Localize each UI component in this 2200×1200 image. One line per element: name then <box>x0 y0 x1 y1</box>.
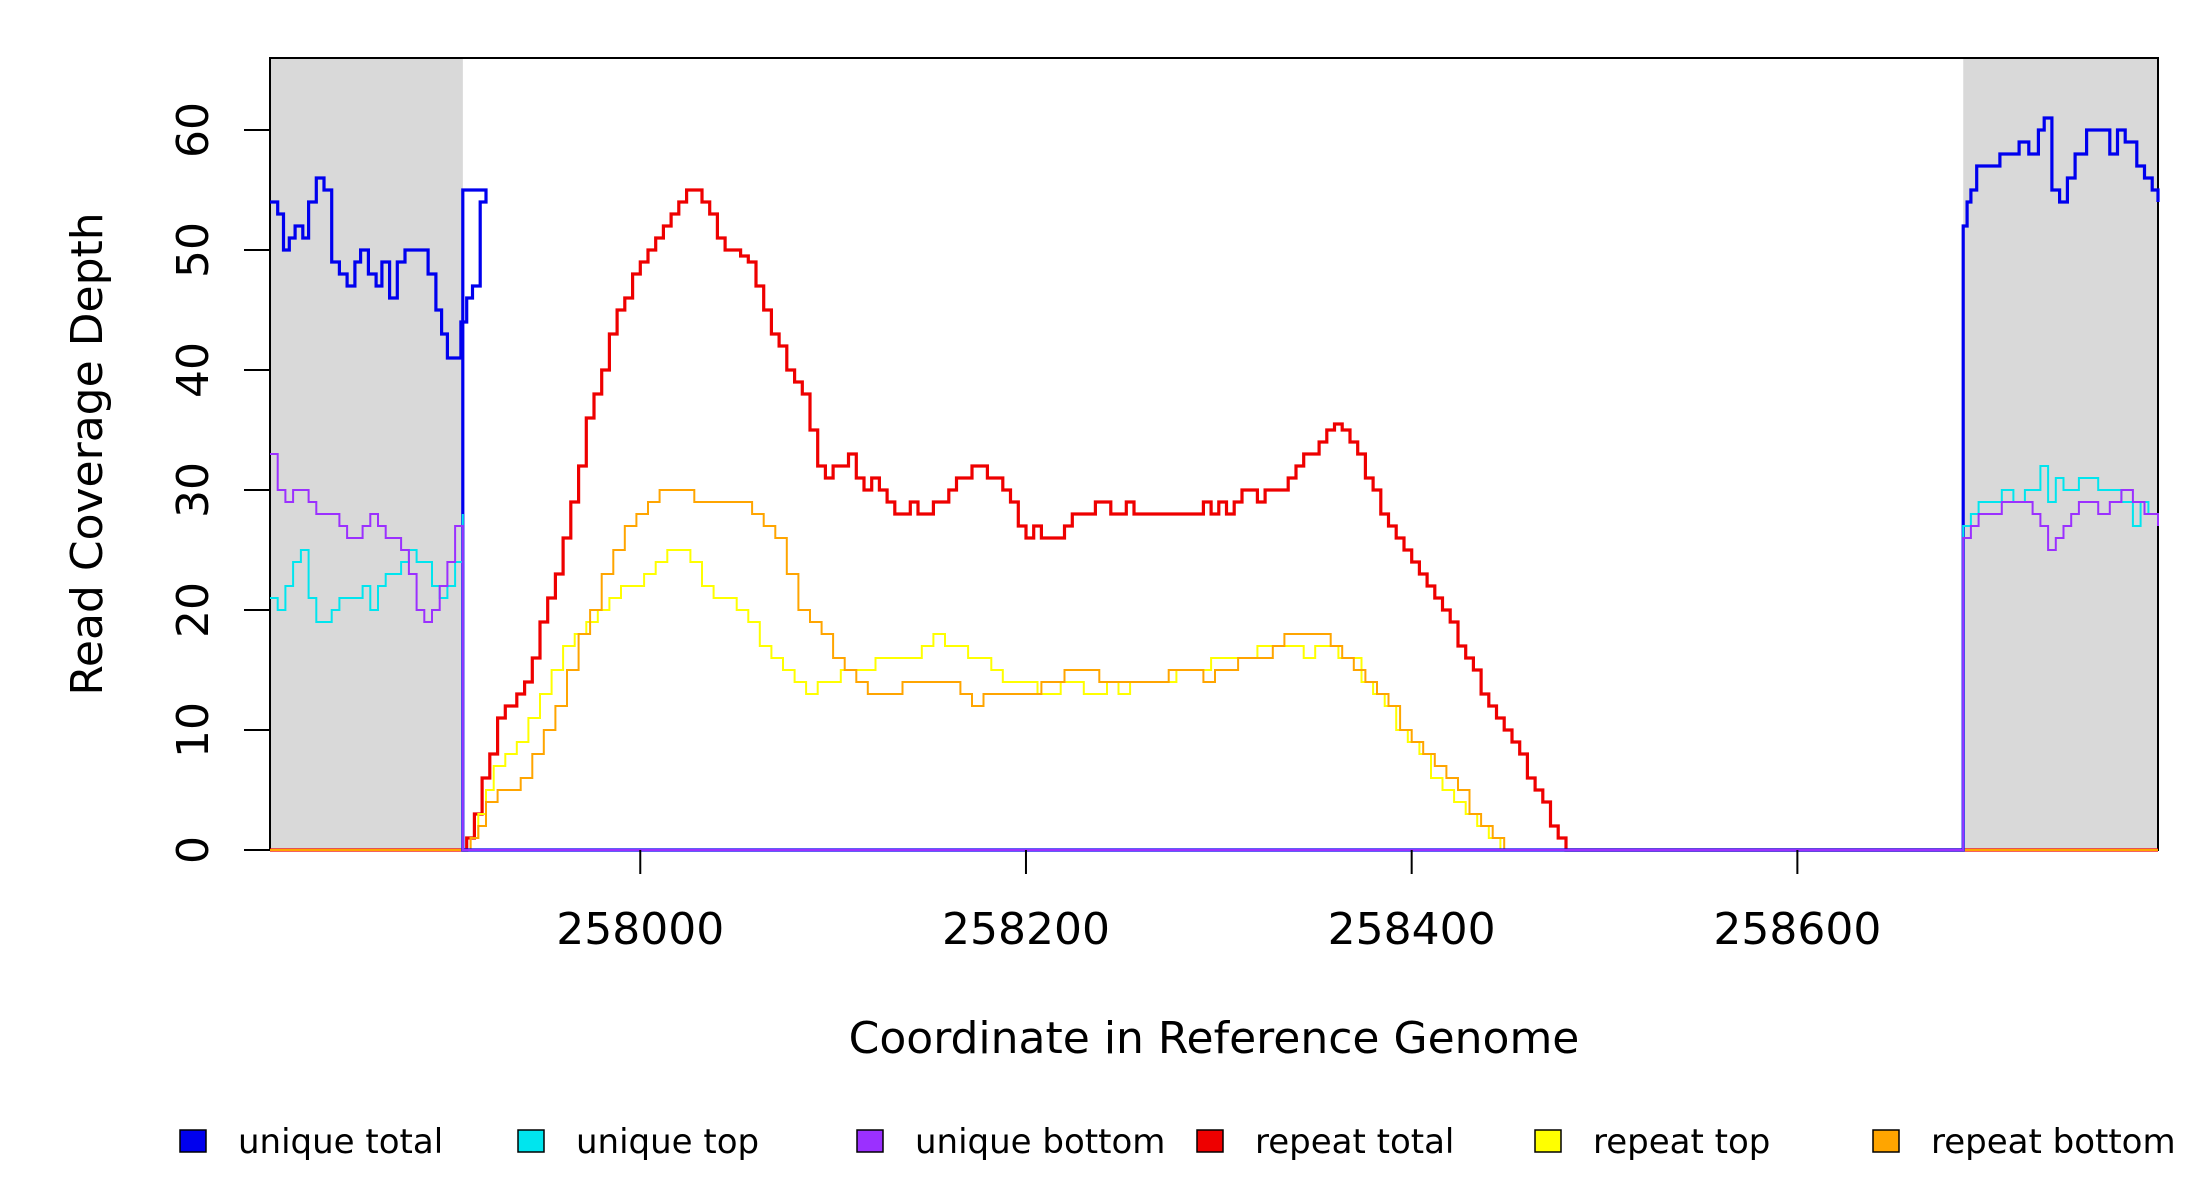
series-unique-top <box>270 465 2159 851</box>
series-repeat-total <box>270 188 2158 852</box>
shaded-region-2 <box>1963 58 2158 850</box>
legend-unique-bottom-label: unique bottom <box>915 1122 1165 1162</box>
y-tick-label-10: 10 <box>168 702 219 758</box>
x-tick-label-258400: 258400 <box>1328 904 1496 955</box>
x-axis: 258000 258200 258400 258600 <box>556 850 1881 955</box>
legend-repeat-top-swatch <box>1534 1129 1562 1153</box>
y-tick-label-20: 20 <box>168 582 219 638</box>
y-axis: 0 10 20 30 40 50 60 <box>168 102 270 864</box>
legend-unique-top-swatch <box>517 1129 545 1153</box>
y-tick-label-0: 0 <box>168 836 219 864</box>
series-repeat-bottom <box>270 489 2158 851</box>
series-unique-total <box>270 116 2160 852</box>
legend: unique total unique top unique bottom repea… <box>179 1122 2176 1162</box>
legend-repeat-bottom-label: repeat bottom <box>1931 1122 2176 1162</box>
x-axis-title: Coordinate in Reference Genome <box>849 1013 1580 1064</box>
y-tick-label-60: 60 <box>168 102 219 158</box>
x-tick-label-258200: 258200 <box>942 904 1110 955</box>
y-tick-label-40: 40 <box>168 342 219 398</box>
legend-repeat-total-swatch <box>1196 1129 1224 1153</box>
y-tick-label-50: 50 <box>168 222 219 278</box>
series-layer <box>270 116 2160 852</box>
legend-repeat-bottom-swatch <box>1872 1129 1900 1153</box>
y-axis-title: Read Coverage Depth <box>62 212 113 695</box>
series-unique-bottom <box>270 453 2159 851</box>
series-repeat-top <box>270 549 2158 851</box>
legend-repeat-top-label: repeat top <box>1593 1122 1770 1162</box>
plot-frame <box>269 57 2159 851</box>
shaded-regions <box>270 58 2158 850</box>
legend-unique-total-swatch <box>179 1129 207 1153</box>
x-tick-label-258600: 258600 <box>1713 904 1881 955</box>
legend-unique-total-label: unique total <box>238 1122 443 1162</box>
shaded-region-1 <box>270 58 463 850</box>
x-tick-label-258000: 258000 <box>556 904 724 955</box>
legend-unique-top-label: unique top <box>576 1122 759 1162</box>
y-tick-label-30: 30 <box>168 462 219 518</box>
legend-unique-bottom-swatch <box>856 1129 884 1153</box>
legend-repeat-total-label: repeat total <box>1255 1122 1454 1162</box>
